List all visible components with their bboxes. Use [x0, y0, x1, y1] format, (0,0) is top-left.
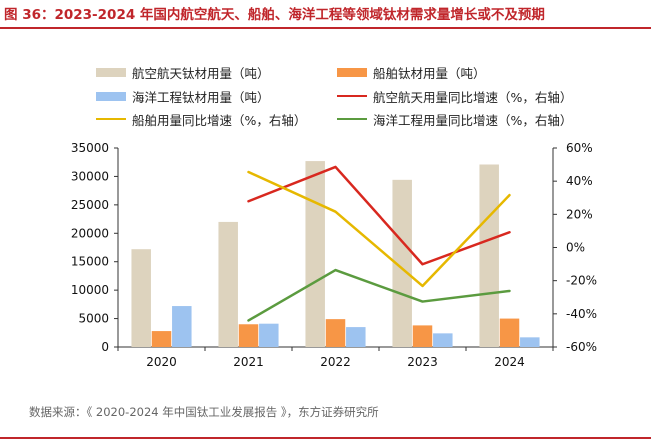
legend-item-marine-line: 海洋工程用量同比增速（%，右轴）: [337, 109, 572, 129]
right-tick-label: 20%: [566, 207, 593, 221]
bar-aerospace: [218, 221, 238, 347]
bar-marine: [172, 306, 192, 347]
legend-label-marine-line: 海洋工程用量同比增速（%，右轴）: [373, 112, 573, 128]
x-tick-label: 2024: [494, 355, 525, 369]
figure-title: 图 36：2023-2024 年国内航空航天、船舶、海洋工程等领域钛材需求量增长…: [4, 7, 545, 23]
bar-ship: [499, 318, 520, 347]
legend-item-ship-bar: 船舶钛材用量（吨）: [337, 62, 486, 82]
left-tick-label: 25000: [71, 198, 109, 212]
x-tick-label: 2021: [233, 355, 264, 369]
bar-marine: [520, 337, 540, 347]
left-tick-label: 35000: [71, 141, 109, 155]
legend-label-ship-line: 船舶用量同比增速（%，右轴）: [132, 112, 307, 128]
legend-swatch-aerospace-line: [337, 95, 367, 97]
legend-label-marine-bar: 海洋工程钛材用量（吨）: [132, 89, 270, 105]
legend-label-aerospace-bar: 航空航天钛材用量（吨）: [132, 65, 270, 81]
legend-swatch-marine-line: [337, 118, 367, 120]
bar-marine: [433, 333, 453, 347]
legend-label-ship-bar: 船舶钛材用量（吨）: [373, 65, 486, 81]
source-note: 数据来源：《 2020-2024 年中国钛工业发展报告 》，东方证券研究所: [29, 405, 379, 419]
x-tick-label: 2020: [146, 355, 177, 369]
bar-ship: [151, 331, 172, 347]
bar-aerospace: [305, 161, 325, 347]
bar-ship: [412, 325, 433, 347]
legend-swatch-ship-line: [96, 118, 126, 120]
bar-ship: [238, 324, 259, 347]
bar-aerospace: [479, 164, 499, 347]
left-tick-label: 5000: [78, 312, 109, 326]
left-tick-label: 30000: [71, 169, 109, 183]
bottom-divider: [0, 437, 651, 439]
right-tick-label: 60%: [566, 141, 593, 155]
right-tick-label: -60%: [566, 340, 597, 354]
legend-label-aerospace-line: 航空航天用量同比增速（%，右轴）: [373, 89, 573, 105]
line-aerospace-growth: [247, 165, 511, 266]
bar-aerospace: [392, 179, 412, 347]
left-tick-label: 0: [101, 340, 109, 354]
x-tick-label: 2023: [407, 355, 438, 369]
x-tick-label: 2022: [320, 355, 351, 369]
line-marine-growth: [247, 268, 511, 322]
left-tick-label: 20000: [71, 226, 109, 240]
right-tick-label: 40%: [566, 174, 593, 188]
legend-item-marine-bar: 海洋工程钛材用量（吨）: [96, 86, 270, 106]
legend-item-aerospace-bar: 航空航天钛材用量（吨）: [96, 62, 270, 82]
right-tick-label: -40%: [566, 307, 597, 321]
bar-marine: [346, 327, 366, 347]
bar-ship: [325, 319, 346, 347]
legend-item-aerospace-line: 航空航天用量同比增速（%，右轴）: [337, 86, 572, 106]
title-divider: [0, 27, 651, 29]
left-tick-label: 10000: [71, 283, 109, 297]
legend-swatch-aerospace-bar: [96, 67, 126, 77]
bar-marine: [259, 323, 279, 347]
right-tick-label: -20%: [566, 274, 597, 288]
right-tick-label: 0%: [566, 241, 585, 255]
legend-swatch-marine-bar: [96, 91, 126, 101]
bar-aerospace: [131, 249, 151, 347]
legend-item-ship-line: 船舶用量同比增速（%，右轴）: [96, 109, 306, 129]
left-tick-label: 15000: [71, 255, 109, 269]
legend-swatch-ship-bar: [337, 67, 367, 77]
line-ship-growth: [247, 170, 511, 288]
chart-legend: 航空航天钛材用量（吨） 船舶钛材用量（吨） 海洋工程钛材用量（吨） 航空航天用量…: [96, 62, 616, 130]
